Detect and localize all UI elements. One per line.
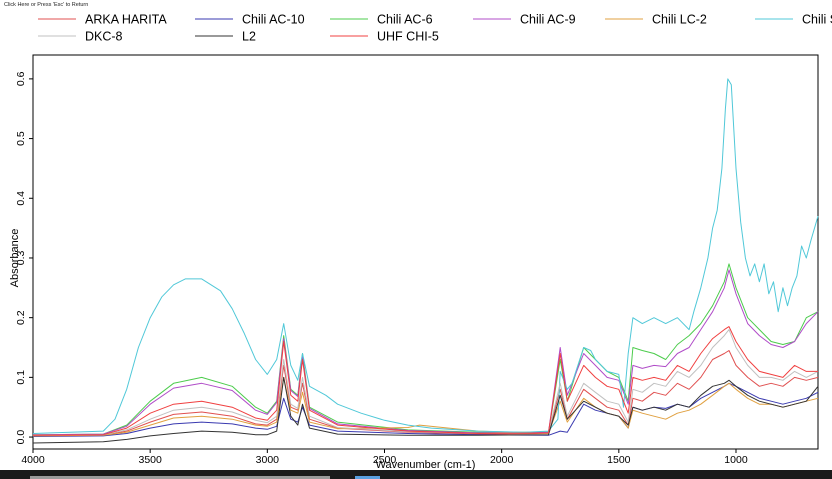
legend-item: Chili AC-10 [195, 13, 305, 27]
x-tick-label: 4000 [21, 454, 45, 466]
legend: ARKA HARITA Chili AC-10 Chili AC-6 Chili AC… [38, 13, 832, 44]
x-tick-label: 2500 [373, 454, 397, 466]
legend-label: Chili SC1 [802, 13, 832, 27]
x-axis-label: Wavenumber (cm-1) [376, 459, 476, 470]
legend-label: Chili LC-2 [652, 13, 707, 27]
x-tick-label: 3000 [256, 454, 280, 466]
legend-label: L2 [242, 30, 256, 44]
taskbar [0, 470, 832, 479]
series-line [32, 376, 819, 437]
series-layer [32, 78, 819, 444]
y-tick-label: 0.4 [15, 191, 27, 206]
legend-item: UHF CHI-5 [330, 30, 439, 44]
series-line [32, 382, 819, 437]
x-tick-label: 3500 [138, 454, 162, 466]
legend-item: L2 [195, 30, 256, 44]
taskbar-scroll-indicator [30, 476, 330, 479]
plot-frame [32, 54, 819, 450]
legend-label: ARKA HARITA [85, 13, 167, 27]
legend-item: ARKA HARITA [38, 13, 167, 27]
y-tick-label: 0.5 [15, 131, 27, 146]
legend-item: DKC-8 [38, 30, 123, 44]
x-tick-label: 1000 [724, 454, 748, 466]
series-line [32, 269, 819, 436]
series-line [32, 376, 819, 444]
x-tick-label: 1500 [607, 454, 631, 466]
legend-label: DKC-8 [85, 30, 123, 44]
legend-label: UHF CHI-5 [377, 30, 439, 44]
legend-label: Chili AC-6 [377, 13, 433, 27]
series-line [32, 329, 819, 436]
series-line [32, 78, 819, 434]
y-tick-label: 0.3 [15, 251, 27, 266]
series-line [32, 263, 819, 436]
y-tick-label: 0.0 [15, 430, 27, 445]
x-tick-label: 2000 [490, 454, 514, 466]
legend-item: Chili SC1 [755, 13, 832, 27]
legend-item: Chili AC-9 [473, 13, 576, 27]
taskbar-active-indicator [355, 476, 380, 479]
series-line [32, 326, 818, 436]
legend-label: Chili AC-10 [242, 13, 305, 27]
y-axis-label: Absorbance [9, 229, 21, 288]
y-tick-label: 0.1 [15, 370, 27, 385]
legend-item: Chili LC-2 [605, 13, 707, 27]
legend-label: Chili AC-9 [520, 13, 576, 27]
x-axis: 4000 3500 3000 2500 2000 1500 1000 [21, 449, 748, 466]
y-tick-label: 0.2 [15, 310, 27, 325]
y-tick-label: 0.6 [15, 71, 27, 86]
y-axis: 0.0 0.1 0.2 0.3 0.4 0.5 0.6 [15, 71, 33, 444]
legend-item: Chili AC-6 [330, 13, 433, 27]
return-hint-link[interactable]: Click Here or Press 'Esc' to Return [4, 2, 89, 8]
series-line [32, 350, 819, 437]
